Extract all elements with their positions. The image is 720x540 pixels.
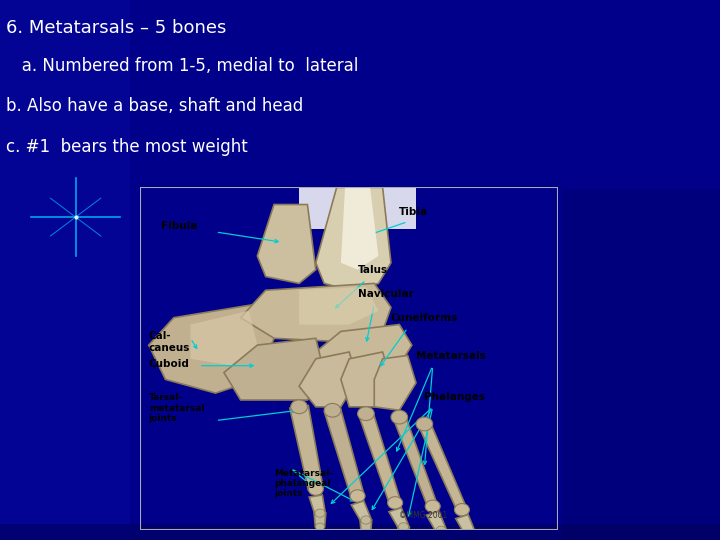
Polygon shape <box>341 187 379 269</box>
Circle shape <box>350 490 365 502</box>
Polygon shape <box>360 520 372 534</box>
Circle shape <box>308 483 323 495</box>
Polygon shape <box>314 513 326 527</box>
Polygon shape <box>240 284 391 342</box>
Polygon shape <box>359 412 401 504</box>
Polygon shape <box>456 515 475 535</box>
Text: Fibula: Fibula <box>161 220 198 231</box>
Bar <box>299 187 416 228</box>
Circle shape <box>465 530 475 538</box>
Text: a. Numbered from 1-5, medial to  lateral: a. Numbered from 1-5, medial to lateral <box>6 57 358 75</box>
Polygon shape <box>426 511 446 532</box>
Text: Metatarsal-
phalangeal
joints: Metatarsal- phalangeal joints <box>274 469 333 498</box>
Polygon shape <box>299 287 379 325</box>
Text: Phalanges: Phalanges <box>424 392 485 402</box>
Text: Tibia: Tibia <box>400 207 428 217</box>
Circle shape <box>436 526 446 535</box>
Polygon shape <box>393 416 438 508</box>
Bar <box>0 524 720 540</box>
Circle shape <box>391 410 408 424</box>
Polygon shape <box>224 338 324 400</box>
Polygon shape <box>418 422 467 511</box>
Text: c. #1  bears the most weight: c. #1 bears the most weight <box>6 138 248 156</box>
Circle shape <box>398 523 408 531</box>
Text: Tarsal-
metatarsal
joints: Tarsal- metatarsal joints <box>149 393 204 423</box>
Text: Talus: Talus <box>358 265 387 275</box>
Polygon shape <box>374 355 416 410</box>
Polygon shape <box>316 325 412 373</box>
Text: 6. Metatarsals – 5 bones: 6. Metatarsals – 5 bones <box>6 19 226 37</box>
Polygon shape <box>316 187 391 291</box>
Polygon shape <box>257 205 316 284</box>
Text: Cuneiforms: Cuneiforms <box>391 313 458 323</box>
Polygon shape <box>397 527 410 540</box>
Text: Navicular: Navicular <box>358 289 413 299</box>
Polygon shape <box>191 311 257 366</box>
Polygon shape <box>325 409 364 497</box>
Circle shape <box>324 403 341 417</box>
Circle shape <box>291 400 307 414</box>
Polygon shape <box>310 495 325 514</box>
Polygon shape <box>389 508 408 529</box>
Circle shape <box>361 516 371 524</box>
Circle shape <box>315 509 325 517</box>
Polygon shape <box>290 406 323 490</box>
Circle shape <box>426 500 440 512</box>
Circle shape <box>387 497 402 509</box>
Circle shape <box>358 407 374 421</box>
Circle shape <box>361 530 371 537</box>
Polygon shape <box>435 530 447 540</box>
Polygon shape <box>149 304 274 393</box>
Circle shape <box>454 503 469 516</box>
Polygon shape <box>464 534 476 540</box>
Bar <box>562 189 720 540</box>
Text: Cuboid: Cuboid <box>149 359 189 369</box>
Circle shape <box>315 523 325 531</box>
Bar <box>0 0 130 540</box>
Circle shape <box>416 417 433 431</box>
Text: Metatarsals: Metatarsals <box>416 351 486 361</box>
Polygon shape <box>341 352 391 407</box>
Text: Cal-
caneus: Cal- caneus <box>149 332 190 353</box>
Circle shape <box>399 537 408 540</box>
Polygon shape <box>351 501 371 522</box>
Polygon shape <box>299 352 358 407</box>
Text: b. Also have a base, shaft and head: b. Also have a base, shaft and head <box>6 97 303 115</box>
Text: ©MMG 2001: ©MMG 2001 <box>400 511 448 520</box>
